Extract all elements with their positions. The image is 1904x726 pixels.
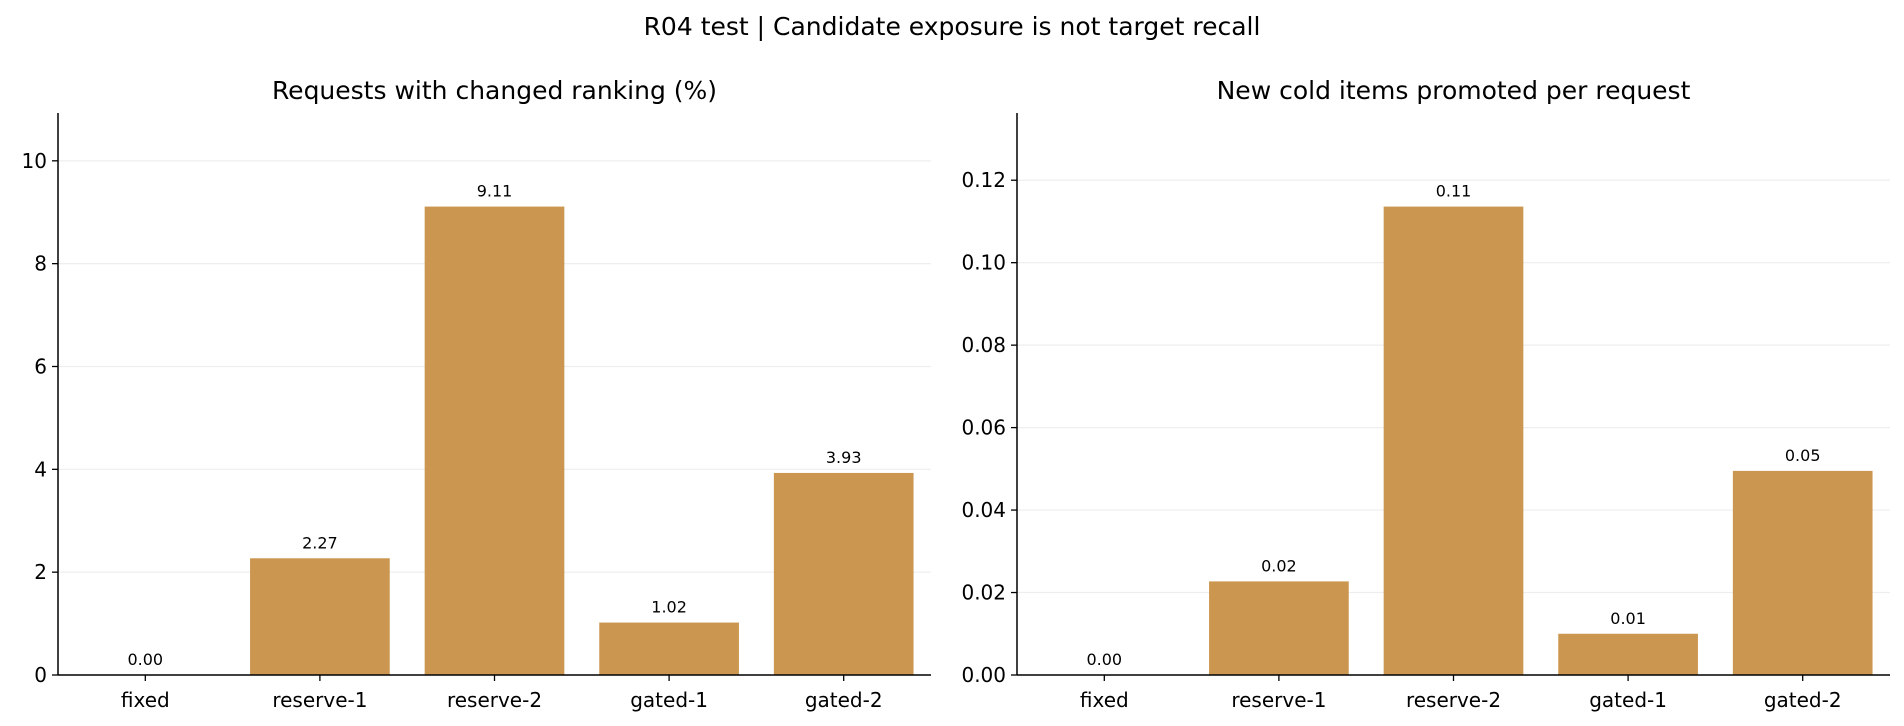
y-tick-label: 0.08 — [961, 333, 1006, 357]
bar-value-label: 9.11 — [477, 182, 513, 201]
bar-reserve-2 — [1383, 206, 1524, 675]
x-tick-label: fixed — [1080, 688, 1129, 712]
x-tick-label: reserve-1 — [272, 688, 367, 712]
bar-reserve-1 — [1209, 581, 1349, 675]
y-tick-label: 10 — [22, 149, 47, 173]
y-tick-label: 0.06 — [961, 416, 1006, 440]
x-tick-label: fixed — [121, 688, 170, 712]
x-tick-label: reserve-2 — [1406, 688, 1501, 712]
bar-value-label: 0.00 — [1086, 650, 1122, 669]
y-tick-label: 0.00 — [961, 663, 1006, 687]
bar-reserve-1 — [250, 558, 390, 675]
panel-changed-ranking: Requests with changed ranking (%) 0 2 4 6 8 10… — [22, 76, 931, 712]
bar-gated-1 — [1558, 633, 1698, 675]
bar-value-label: 0.11 — [1436, 182, 1472, 201]
bar-gated-2 — [1732, 470, 1873, 675]
bar-value-label: 0.00 — [127, 650, 163, 669]
y-tick-label: 4 — [34, 457, 47, 481]
bar-value-label: 0.01 — [1610, 609, 1646, 628]
panel-cold-items: New cold items promoted per request 0.00 0… — [961, 76, 1890, 712]
y-tick-label: 2 — [34, 560, 47, 584]
bar-value-label: 1.02 — [651, 598, 687, 617]
x-tick-label: gated-2 — [1764, 688, 1842, 712]
y-tick-label: 8 — [34, 252, 47, 276]
y-tick-label: 0.04 — [961, 498, 1006, 522]
x-tick-label: reserve-1 — [1231, 688, 1326, 712]
bar-value-label: 3.93 — [826, 448, 862, 467]
y-tick-label: 6 — [34, 354, 47, 378]
x-tick-label: gated-1 — [630, 688, 708, 712]
bar-reserve-2 — [424, 206, 565, 675]
bar-value-label: 0.05 — [1785, 446, 1821, 465]
bar-gated-2 — [773, 472, 914, 675]
x-tick-label: gated-2 — [805, 688, 883, 712]
axis-title: Requests with changed ranking (%) — [272, 76, 717, 105]
bar-gated-1 — [599, 622, 739, 675]
y-tick-label: 0.02 — [961, 581, 1006, 605]
bar-value-label: 0.02 — [1261, 556, 1297, 575]
x-tick-label: gated-1 — [1589, 688, 1667, 712]
axis-title: New cold items promoted per request — [1217, 76, 1691, 105]
y-tick-label: 0.12 — [961, 168, 1006, 192]
bar-value-label: 2.27 — [302, 533, 338, 552]
y-tick-label: 0 — [34, 663, 47, 687]
y-tick-label: 0.10 — [961, 251, 1006, 275]
x-tick-label: reserve-2 — [447, 688, 542, 712]
figure-suptitle: R04 test | Candidate exposure is not tar… — [644, 12, 1261, 41]
